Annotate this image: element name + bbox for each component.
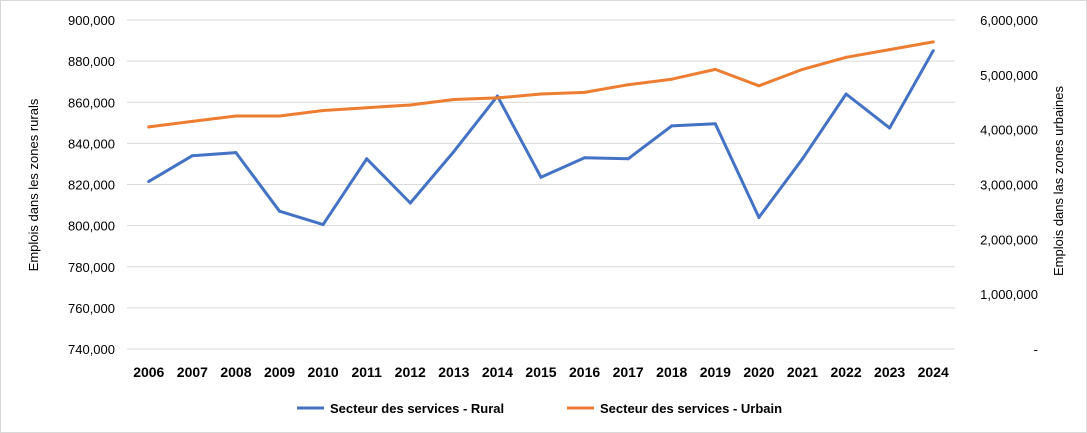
- data-point: [234, 114, 238, 118]
- data-point: [626, 83, 630, 87]
- right-tick-label: 3,000,000: [980, 178, 1038, 193]
- left-tick-label: 780,000: [68, 260, 115, 275]
- data-point: [713, 67, 717, 71]
- series-line-urbain: [147, 40, 935, 129]
- left-axis-label: Emplois dans les zones rurals: [26, 98, 41, 271]
- data-point: [408, 103, 412, 107]
- legend: Secteur des services - Rural Secteur des …: [297, 401, 782, 416]
- x-tick-label: 2007: [177, 364, 208, 380]
- left-tick-label: 900,000: [68, 13, 115, 28]
- x-tick-label: 2013: [438, 364, 469, 380]
- x-tick-label: 2019: [700, 364, 731, 380]
- left-tick-label: 820,000: [68, 178, 115, 193]
- right-tick-label: 2,000,000: [980, 232, 1038, 247]
- data-point: [844, 92, 848, 96]
- x-tick-label: 2023: [874, 364, 905, 380]
- x-tick-label: 2012: [395, 364, 426, 380]
- right-y-axis: - 1,000,000 2,000,000 3,000,000 4,000,000 5,0…: [980, 13, 1038, 357]
- data-point: [452, 150, 456, 154]
- data-point: [365, 106, 369, 110]
- data-point: [800, 157, 804, 161]
- left-tick-label: 880,000: [68, 54, 115, 69]
- gridlines: [127, 19, 955, 350]
- right-tick-label: -: [1034, 342, 1038, 357]
- data-point: [931, 40, 935, 44]
- data-point: [452, 98, 456, 102]
- right-axis-label: Emplois dans las zones urbaines: [1051, 85, 1066, 276]
- data-point: [365, 157, 369, 161]
- data-point: [190, 119, 194, 123]
- data-point: [495, 96, 499, 100]
- data-point: [278, 114, 282, 118]
- right-tick-label: 6,000,000: [980, 13, 1038, 28]
- data-point: [757, 84, 761, 88]
- x-tick-label: 2018: [656, 364, 687, 380]
- data-point: [583, 90, 587, 94]
- right-tick-label: 4,000,000: [980, 123, 1038, 138]
- data-point: [888, 126, 892, 130]
- data-point: [888, 48, 892, 52]
- x-tick-label: 2015: [525, 364, 556, 380]
- data-point: [713, 122, 717, 126]
- left-y-axis: 740,000 760,000 780,000 800,000 820,000 840,0…: [68, 13, 115, 357]
- x-tick-label: 2021: [787, 364, 818, 380]
- x-tick-label: 2017: [613, 364, 644, 380]
- data-point: [321, 223, 325, 227]
- data-point: [539, 175, 543, 179]
- x-tick-label: 2010: [308, 364, 339, 380]
- data-point: [844, 55, 848, 59]
- x-tick-label: 2009: [264, 364, 295, 380]
- data-point: [539, 92, 543, 96]
- left-tick-label: 840,000: [68, 136, 115, 151]
- x-tick-label: 2016: [569, 364, 600, 380]
- x-tick-label: 2024: [918, 364, 949, 380]
- data-point: [583, 156, 587, 160]
- x-tick-label: 2022: [830, 364, 861, 380]
- left-tick-label: 860,000: [68, 95, 115, 110]
- data-point: [147, 179, 151, 183]
- x-tick-label: 2020: [743, 364, 774, 380]
- left-tick-label: 800,000: [68, 219, 115, 234]
- left-tick-label: 740,000: [68, 342, 115, 357]
- right-tick-label: 5,000,000: [980, 68, 1038, 83]
- legend-item: Secteur des services - Urbain: [567, 401, 782, 416]
- legend-label: Secteur des services - Rural: [330, 401, 504, 416]
- x-axis: 2006 2007 2008 2009 2010 2011 2012 2013 2014 2015…: [133, 364, 949, 380]
- x-tick-label: 2006: [133, 364, 164, 380]
- data-point: [757, 215, 761, 219]
- right-tick-label: 1,000,000: [980, 287, 1038, 302]
- data-point: [408, 201, 412, 205]
- data-point: [190, 154, 194, 158]
- data-point: [931, 49, 935, 53]
- data-point: [321, 108, 325, 112]
- data-point: [278, 209, 282, 213]
- data-point: [626, 157, 630, 161]
- series-lines: [147, 40, 935, 227]
- data-point: [234, 151, 238, 155]
- series-line-rural: [147, 49, 935, 227]
- x-tick-label: 2008: [220, 364, 251, 380]
- left-tick-label: 760,000: [68, 301, 115, 316]
- data-point: [147, 125, 151, 129]
- legend-label: Secteur des services - Urbain: [600, 401, 782, 416]
- data-point: [670, 124, 674, 128]
- data-point: [800, 67, 804, 71]
- data-point: [670, 77, 674, 81]
- legend-item: Secteur des services - Rural: [297, 401, 504, 416]
- x-tick-label: 2011: [351, 364, 382, 380]
- x-tick-label: 2014: [482, 364, 513, 380]
